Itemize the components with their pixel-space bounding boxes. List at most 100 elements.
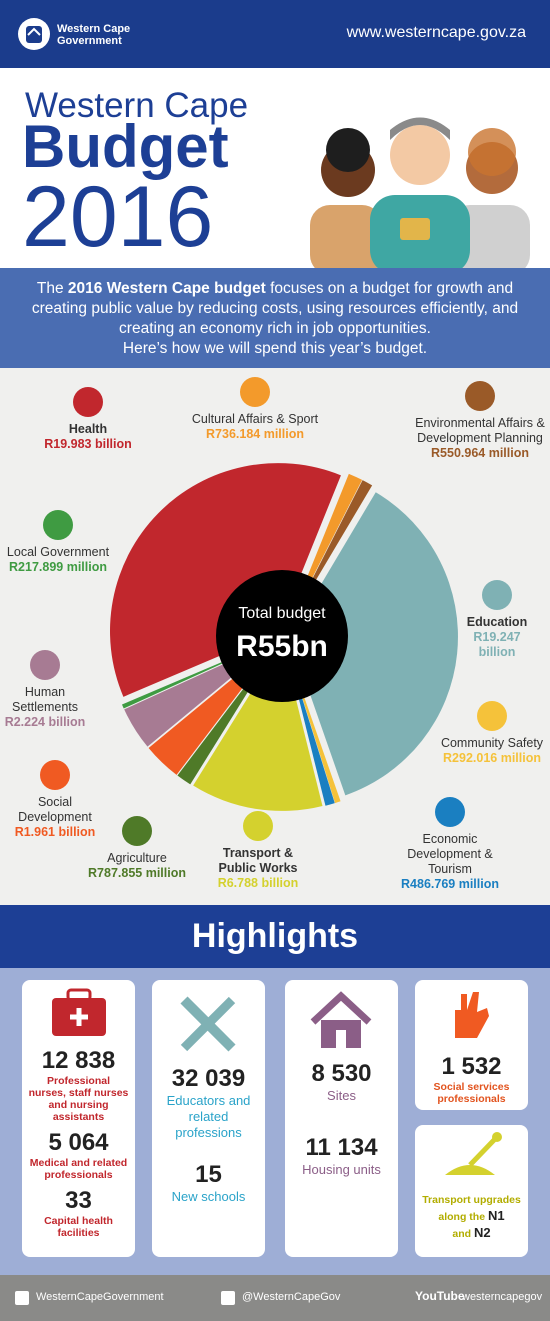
intro-bold: 2016 Western Cape budget [67,280,266,297]
intro-text: focuses on a budget for growth and creat… [31,280,519,337]
highlight-number: 5 064 [48,1129,109,1156]
pie-section: Total budget R55bn Cultural Affairs & Spo… [0,368,550,905]
category-icon [243,811,273,841]
intro-text: Here’s how we will spend this year’s bud… [122,340,428,357]
title: Budget [22,113,229,180]
highlight-text: New schools [171,1189,246,1204]
intro: The 2016 Western Cape budget focuses on … [0,268,550,368]
highlight-number: 8 530 [311,1060,372,1087]
transport-text: and [452,1228,472,1240]
category-icon [435,797,465,827]
center-circle [216,570,348,702]
facebook-link[interactable]: WesternCapeGovernment [36,1291,164,1303]
category-name: Human Settlements [11,685,78,714]
value-label: R19.247 billion [473,630,521,659]
highlight-text: Housing units [302,1162,381,1177]
pie-label: Education R19.247 billion [462,580,532,660]
pie-label: Environmental Affairs & Development Plan… [415,381,545,461]
category-icon [477,701,507,731]
pie-label: Local Government R217.899 million [0,510,118,575]
category-name: Health [68,422,108,436]
highlight-number: 11 134 [305,1134,378,1161]
pie-label: Economic Development & Tourism R486.769 m… [390,797,510,892]
pie-label: Cultural Affairs & Sport R736.184 million [190,377,320,442]
value-label: R1.961 billion [14,825,96,839]
category-icon [482,580,512,610]
pie-label: Agriculture R787.855 million [72,816,202,881]
footer: WesternCapeGovernment @WesternCapeGov Yo… [0,1275,550,1321]
twitter-icon [221,1291,235,1305]
social-card: 1 532 Social services professionals [415,980,528,1110]
category-icon [465,381,495,411]
category-icon [240,377,270,407]
value-label: R19.983 billion [44,437,132,451]
housing-card: 8 530 Sites 11 134 Housing units [285,980,398,1257]
highlights-title: Highlights [0,905,550,968]
pie-label: Health R19.983 billion [28,387,148,452]
pie-label: Social Development R1.961 billion [10,760,100,840]
category-name: Community Safety [440,736,544,750]
icon [455,992,489,1038]
category-name: Cultural Affairs & Sport [191,412,319,426]
youtube-logo: YouTube [415,1289,465,1303]
pie-chart: Total budget R55bn [110,463,458,811]
value-label: R2.224 billion [4,715,86,729]
health-card: 12 838 Professional nurses, staff nurses … [22,980,135,1257]
value-label: R787.855 million [88,866,186,880]
highlight-number: 15 [195,1161,222,1188]
intro-text: The [36,280,68,297]
highlight-number: 12 838 [41,1047,116,1074]
twitter-link[interactable]: @WesternCapeGov [242,1291,341,1303]
category-name: Education [466,615,528,629]
facebook-icon [15,1291,29,1305]
category-name: Social Development [18,795,92,824]
highlights-cards: 12 838 Professional nurses, staff nurses … [0,968,550,1275]
category-name: Local Government [6,545,110,559]
highlight-text: Educators and related professions [166,1093,251,1140]
icon [445,1132,502,1175]
pie-label: Human Settlements R2.224 billion [0,650,90,730]
category-icon [40,760,70,790]
pie-slice [110,463,341,697]
category-icon [43,510,73,540]
people-illustration [310,117,530,268]
pie-slice [289,492,458,796]
highlight-text: Medical and related professionals [29,1157,128,1181]
header: Western Cape Government www.westerncape.… [0,0,550,68]
category-icon [73,387,103,417]
icon [52,988,106,1036]
category-name: Agriculture [107,851,167,865]
highlight-number: 32 039 [171,1065,246,1092]
url[interactable]: www.westerncape.gov.za [346,24,526,41]
title: Western Cape [25,86,249,125]
pie-label: Community Safety R292.016 million [437,701,547,766]
title: 2016 [22,169,214,265]
category-icon [30,650,60,680]
icon [310,991,372,1048]
category-name: Environmental Affairs & Development Plan… [415,416,545,445]
value-label: R486.769 million [401,877,499,891]
road: N2 [473,1225,491,1240]
value-label: R217.899 million [9,560,107,574]
highlight-text: Sites [327,1088,356,1103]
youtube-link[interactable]: westerncapegov [462,1291,543,1303]
logo-text: Government [57,35,122,47]
highlight-number: 1 532 [441,1053,502,1080]
logo-crest [18,18,50,50]
icon [180,996,236,1052]
highlight-text: Social services professionals [433,1081,510,1105]
transport-card: Transport upgrades along the N1 and N2 [415,1125,528,1257]
transport-text: Transport upgrades along the [422,1194,521,1223]
pie-label: Transport & Public Works R6.788 billion [203,811,313,891]
education-card: 32 039 Educators and related professions 1… [152,980,265,1257]
center-value: R55bn [236,630,328,663]
highlight-text: Capital health facilities [44,1215,113,1239]
road: N1 [487,1208,505,1223]
category-name: Economic Development & Tourism [407,832,493,876]
logo-text: Western Cape [57,23,131,35]
value-label: R6.788 billion [217,876,299,890]
highlight-text: Professional nurses, staff nurses and nu… [28,1075,129,1123]
category-icon [122,816,152,846]
value-label: R292.016 million [443,751,541,765]
